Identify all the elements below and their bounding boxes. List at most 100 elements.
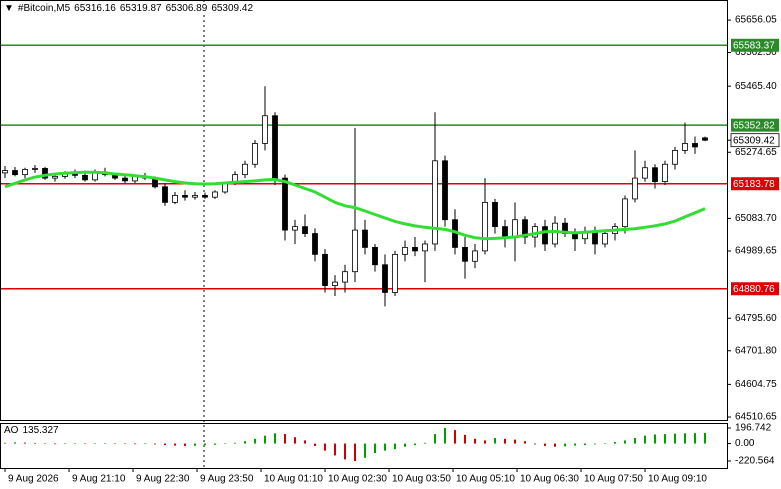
indicator-bar [414,443,416,446]
indicator-y-tick-label: 0.00 [735,438,755,449]
indicator-bar [504,438,506,444]
candle-body [12,170,18,176]
x-tick-label: 10 Aug 05:10 [456,474,515,485]
indicator-bar [484,440,486,444]
x-tick-label: 10 Aug 06:30 [520,474,579,485]
x-tick-label: 10 Aug 07:50 [584,474,643,485]
candle-body [342,271,348,283]
indicator-bar [584,443,586,446]
candle-body [282,177,288,231]
indicator-y-tick-label: -220.564 [735,456,775,467]
indicator-bar [454,430,456,444]
candle-body [422,243,428,252]
level-label: 64880.76 [733,284,775,295]
indicator-bar [344,443,346,460]
indicator-bar [254,438,256,444]
chart-header: ▼ #Bitcoin,M5 65316.16 65319.87 65306.89… [4,3,254,14]
indicator-bar [114,443,116,445]
x-tick-label: 9 Aug 21:10 [72,474,126,485]
candle-body [552,222,558,245]
indicator-bar [224,443,226,445]
indicator-bar [144,443,146,445]
indicator-bar [234,442,236,444]
candle-body [542,226,548,245]
indicator-bar [384,443,386,451]
indicator-bar [274,433,276,444]
ohlc-close: 65309.42 [211,3,254,14]
indicator-bar [264,435,266,444]
candle-body [362,229,368,248]
indicator-bar [134,443,136,445]
level-label: 65183.78 [733,179,775,190]
candle-body [372,247,378,266]
indicator-name: AO [4,425,19,436]
indicator-bar [324,443,326,451]
level-label-box [731,177,779,191]
last-price-box [730,133,780,148]
level-label-box [731,118,779,132]
y-tick-label: 65656.05 [735,15,777,26]
indicator-bar [394,443,396,450]
indicator-bar [514,439,516,444]
x-tick-label: 10 Aug 03:50 [392,474,451,485]
candle-body [82,174,88,181]
y-tick-label: 64604.75 [735,379,777,390]
candle-body [242,163,248,176]
indicator-bar [594,443,596,445]
candle-body [622,198,628,228]
candle-body [522,219,528,238]
indicator-bar [474,438,476,444]
ohlc-low: 65306.89 [165,3,208,14]
candle-body [672,149,678,165]
y-tick-label: 64510.65 [735,412,777,423]
indicator-bar [694,433,696,444]
candle-body [252,143,258,165]
candle-body [22,169,28,176]
indicator-bar [684,433,686,444]
candle-body [632,177,638,200]
indicator-bar [304,440,306,444]
y-tick-label: 64989.65 [735,246,777,257]
candle-body [292,226,298,231]
x-tick-label: 10 Aug 09:10 [648,474,707,485]
level-label-box [731,38,779,52]
candle-body [312,233,318,255]
y-tick-label: 64701.80 [735,345,777,356]
indicator-bar [14,442,16,444]
indicator-bar [4,442,6,444]
indicator-bar [674,433,676,444]
candle-body [692,143,698,148]
indicator-bar [524,441,526,444]
candle-body [432,160,438,245]
candle-body [302,226,308,234]
candle-body [182,195,188,198]
indicator-bar [644,435,646,444]
indicator-bar [284,434,286,444]
candle-body [382,264,388,293]
last-price-label: 65309.42 [733,135,775,146]
candle-body [482,201,488,252]
indicator-bar [214,443,216,445]
candle-body [682,143,688,151]
indicator-bar [544,443,546,446]
indicator-bar [94,443,96,445]
candle-body [662,163,668,182]
y-tick-label: 65274.65 [735,147,777,158]
candle-body [212,191,218,198]
collapse-arrow[interactable]: ▼ [4,3,14,14]
indicator-bar [704,432,706,444]
candle-body [202,195,208,198]
indicator-bar [24,442,26,444]
indicator-bar [354,443,356,461]
candle-body [172,195,178,203]
indicator-bar [44,443,46,445]
indicator-bar [364,443,366,458]
candle-body [472,250,478,262]
indicator-bar [74,443,76,444]
indicator-bar [294,437,296,444]
indicator-bar [334,443,336,456]
indicator-bar [104,443,106,444]
indicator-bar [424,442,426,444]
indicator-value: 135.327 [22,425,59,436]
